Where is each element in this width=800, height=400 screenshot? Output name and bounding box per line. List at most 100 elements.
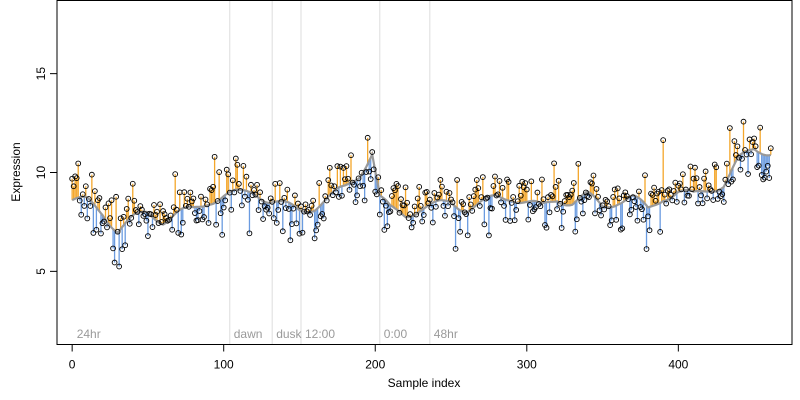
data-point-458: [763, 168, 770, 175]
data-point-290: [508, 200, 515, 206]
data-point-207: [383, 202, 389, 209]
data-point-388: [657, 229, 664, 235]
data-point-34: [120, 213, 127, 220]
data-point-186: [351, 181, 357, 188]
data-point-183: [346, 186, 353, 193]
data-point-189: [355, 175, 362, 182]
data-point-240: [433, 203, 439, 210]
data-point-163: [316, 180, 323, 186]
data-point-203: [376, 211, 383, 218]
data-point-92: [208, 187, 215, 193]
data-point-169: [325, 177, 332, 184]
data-point-294: [514, 198, 521, 205]
data-point-374: [636, 188, 642, 195]
data-point-155: [304, 208, 310, 215]
data-point-130: [266, 210, 273, 217]
data-point-177: [337, 163, 344, 170]
data-point-221: [404, 199, 410, 206]
data-point-180: [342, 176, 348, 183]
data-point-95: [213, 221, 219, 228]
data-point-158: [308, 202, 315, 209]
data-point-392: [663, 200, 670, 207]
data-point-84: [196, 208, 203, 214]
data-point-364: [620, 192, 627, 199]
data-point-334: [575, 160, 582, 167]
data-point-11: [85, 196, 92, 202]
data-point-126: [260, 216, 266, 222]
data-point-256: [457, 228, 463, 235]
data-point-297: [519, 178, 526, 185]
data-point-259: [461, 209, 468, 216]
data-point-322: [557, 200, 563, 207]
data-point-366: [623, 193, 630, 199]
data-point-352: [602, 196, 609, 203]
data-point-215: [395, 183, 401, 189]
y-axis: 5 10 15: [34, 67, 58, 275]
data-point-118: [248, 181, 254, 188]
data-point-75: [182, 202, 189, 209]
data-point-254: [454, 177, 460, 183]
data-point-69: [173, 206, 180, 213]
data-point-32: [117, 215, 124, 222]
data-point-344: [590, 172, 597, 179]
data-point-242: [436, 191, 442, 198]
data-point-313: [543, 224, 550, 231]
data-point-223: [407, 211, 413, 217]
data-point-73: [179, 219, 186, 226]
data-point-59: [158, 219, 165, 225]
data-point-424: [711, 161, 718, 168]
data-point-283: [498, 199, 504, 206]
data-point-132: [269, 199, 276, 205]
data-point-451: [752, 143, 759, 150]
data-point-62: [163, 215, 169, 221]
data-point-249: [446, 190, 453, 196]
data-point-422: [708, 188, 715, 194]
data-point-232: [420, 212, 427, 218]
data-point-9: [82, 183, 89, 190]
data-point-371: [631, 198, 638, 205]
marker-label-0: dawn: [234, 327, 263, 341]
data-point-184: [348, 152, 354, 159]
trend-path: [71, 148, 772, 235]
data-point-99: [219, 231, 226, 238]
data-point-124: [257, 189, 263, 196]
data-point-161: [313, 227, 319, 234]
data-point-425: [713, 164, 720, 171]
data-point-410: [690, 175, 697, 182]
data-point-417: [701, 175, 707, 182]
vertical-markers: [229, 0, 431, 345]
data-point-361: [616, 195, 623, 202]
data-point-29: [113, 193, 119, 200]
data-point-90: [205, 220, 212, 226]
data-point-111: [237, 188, 244, 194]
data-point-46: [139, 206, 145, 213]
data-point-148: [293, 220, 300, 227]
data-point-26: [108, 197, 115, 204]
data-point-325: [561, 198, 568, 204]
data-point-139: [279, 228, 286, 235]
data-point-58: [157, 201, 163, 208]
data-point-36: [123, 206, 130, 212]
data-point-81: [192, 210, 198, 216]
data-point-47: [140, 213, 147, 219]
data-point-160: [311, 235, 318, 242]
data-point-278: [490, 183, 497, 189]
data-point-318: [551, 160, 557, 167]
data-point-150: [296, 230, 303, 237]
data-point-3: [73, 175, 80, 181]
data-point-188: [354, 192, 360, 199]
data-point-293: [513, 207, 520, 213]
data-point-252: [451, 213, 457, 219]
data-point-196: [366, 168, 373, 175]
data-point-97: [216, 169, 223, 175]
data-point-78: [187, 189, 194, 196]
data-point-432: [723, 160, 730, 167]
data-point-340: [584, 193, 591, 199]
data-point-303: [528, 178, 535, 185]
data-point-345: [592, 210, 598, 217]
data-point-301: [525, 216, 532, 223]
data-point-68: [172, 171, 179, 177]
data-point-279: [492, 173, 498, 180]
data-point-151: [298, 203, 304, 210]
data-point-415: [698, 192, 704, 199]
